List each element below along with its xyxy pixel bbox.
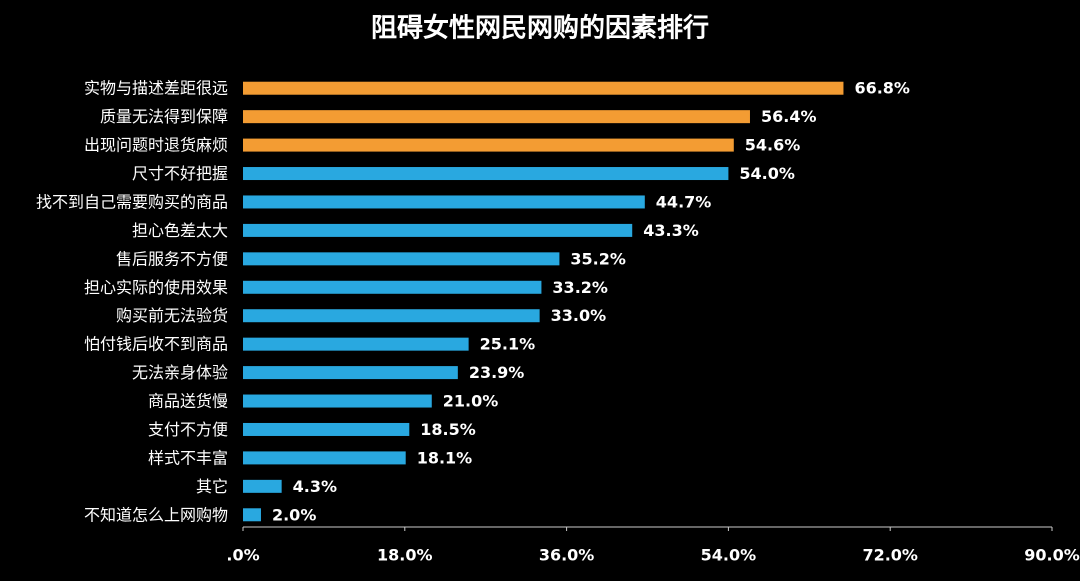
value-label: 35.2%: [570, 249, 626, 268]
bar: [243, 479, 282, 493]
bar: [243, 394, 432, 408]
bar: [243, 252, 560, 266]
value-label: 56.4%: [761, 107, 817, 126]
y-tick-label: 售后服务不方便: [116, 249, 228, 268]
value-label: 54.6%: [745, 136, 801, 155]
value-label: 21.0%: [443, 392, 499, 411]
bar: [243, 508, 261, 522]
y-tick-label: 购买前无法验货: [116, 306, 228, 325]
y-tick-label: 商品送货慢: [148, 392, 228, 411]
y-tick-label: 无法亲身体验: [132, 363, 228, 382]
y-tick-label: 怕付钱后收不到商品: [84, 335, 228, 354]
y-tick-label: 质量无法得到保障: [100, 107, 228, 126]
value-label: 66.8%: [854, 79, 910, 98]
value-label: 18.5%: [420, 420, 476, 439]
x-tick-label: 18.0%: [377, 546, 433, 565]
x-tick-label: 36.0%: [539, 546, 595, 565]
y-tick-label: 样式不丰富: [148, 448, 228, 467]
y-tick-label: 实物与描述差距很远: [84, 79, 228, 98]
y-tick-label: 担心色差太大: [132, 221, 228, 240]
value-label: 25.1%: [480, 335, 536, 354]
x-tick-label: 72.0%: [862, 546, 918, 565]
bar: [243, 280, 542, 294]
bar: [243, 81, 844, 95]
bar: [243, 422, 410, 436]
value-label: 33.0%: [551, 306, 607, 325]
value-label: 18.1%: [417, 448, 473, 467]
chart-title: 阻碍女性网民网购的因素排行: [371, 13, 709, 44]
y-tick-label: 尺寸不好把握: [132, 164, 228, 183]
bar: [243, 195, 645, 209]
y-tick-label: 其它: [196, 477, 228, 496]
value-label: 44.7%: [656, 192, 712, 211]
bar: [243, 366, 458, 380]
value-label: 23.9%: [469, 363, 525, 382]
value-label: 43.3%: [643, 221, 699, 240]
bar: [243, 167, 729, 181]
x-tick-label: 90.0%: [1024, 546, 1080, 565]
y-tick-label: 出现问题时退货麻烦: [84, 136, 228, 155]
bar: [243, 337, 469, 351]
bar: [243, 110, 750, 124]
x-tick-label: 54.0%: [701, 546, 757, 565]
y-tick-label: 不知道怎么上网购物: [84, 505, 228, 524]
bar: [243, 451, 406, 465]
value-label: 2.0%: [272, 505, 316, 524]
value-label: 33.2%: [552, 278, 608, 297]
y-tick-label: 找不到自己需要购买的商品: [36, 192, 228, 211]
x-tick-label: .0%: [226, 546, 259, 565]
bar: [243, 309, 540, 323]
value-label: 54.0%: [739, 164, 795, 183]
value-label: 4.3%: [293, 477, 337, 496]
y-tick-label: 担心实际的使用效果: [84, 278, 228, 297]
bar: [243, 138, 734, 152]
y-tick-label: 支付不方便: [148, 420, 228, 439]
bar: [243, 223, 633, 237]
